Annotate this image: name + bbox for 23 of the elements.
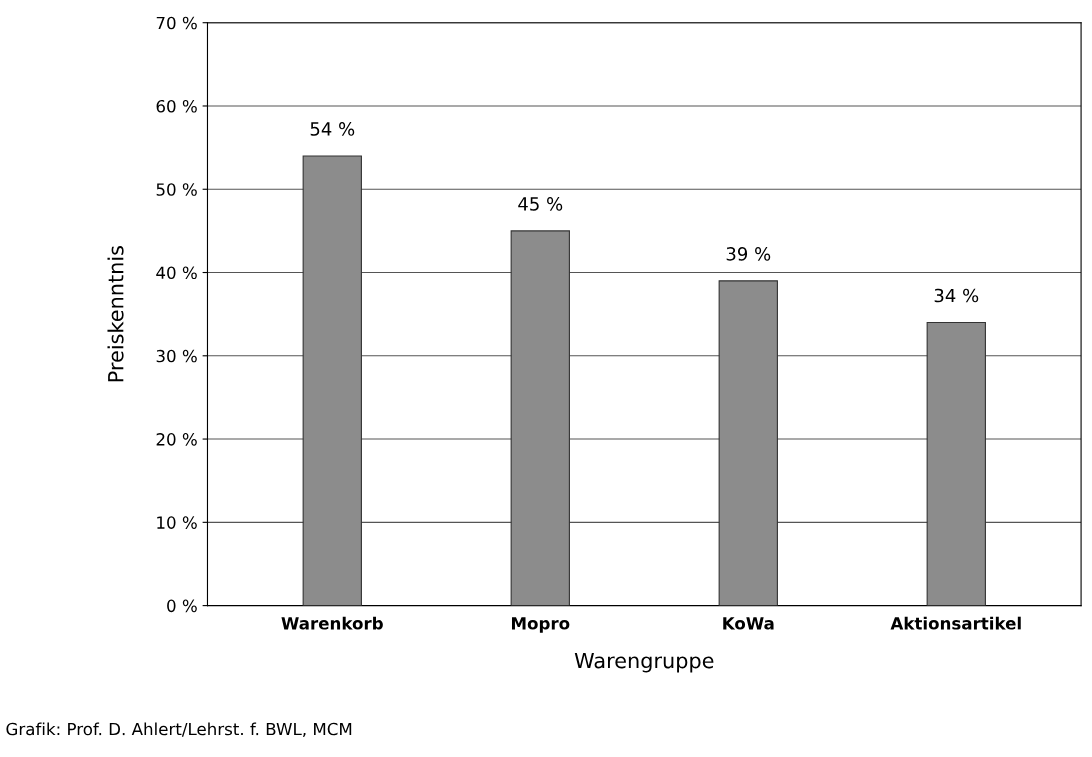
data-label: 39 % xyxy=(726,247,771,261)
y-tick-label: 0 % xyxy=(167,599,197,613)
bar xyxy=(510,230,570,606)
x-tick-label: Aktionsartikel xyxy=(890,616,1021,630)
x-tick-label: Warenkorb xyxy=(281,616,383,630)
y-tick-label: 10 % xyxy=(157,516,197,529)
y-tick-label: 70 % xyxy=(156,16,197,30)
x-tick-label: KoWa xyxy=(723,617,774,630)
y-tick-label: 30 % xyxy=(156,349,197,363)
data-label: 54 % xyxy=(310,122,355,136)
y-tick-label: 60 % xyxy=(156,99,197,113)
data-label: 34 % xyxy=(934,288,979,303)
data-label: 45 % xyxy=(518,197,563,211)
y-tick-label: 50 % xyxy=(156,183,197,196)
bar xyxy=(302,155,362,606)
bar xyxy=(926,321,986,606)
bar xyxy=(718,280,778,606)
y-tick-label: 20 % xyxy=(156,433,197,446)
x-axis-title: Warengruppe xyxy=(574,652,714,673)
text: Grafik: Prof. D. Ahlert/Lehrst. f. BWL, MCM xyxy=(6,722,352,738)
y-axis-title: Preiskenntnis xyxy=(107,246,124,382)
x-tick-label: Mopro xyxy=(511,617,570,633)
y-tick-label: 40 % xyxy=(156,266,197,280)
